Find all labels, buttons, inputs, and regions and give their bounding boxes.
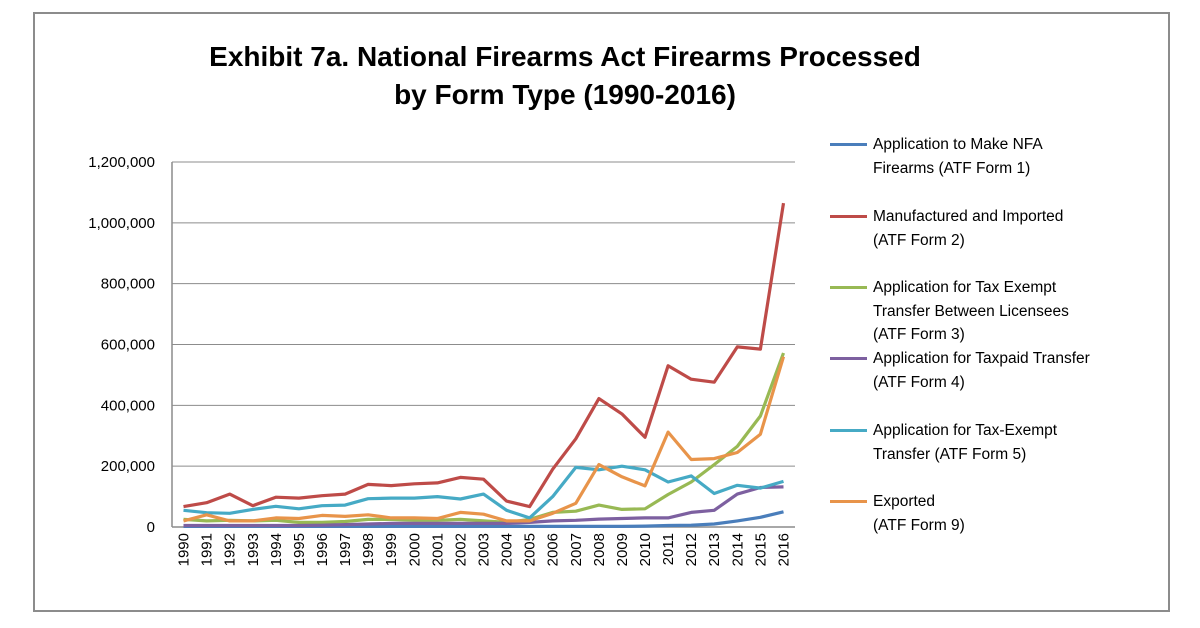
legend-label: Application to Make NFA Firearms (ATF Fo…	[873, 136, 1043, 177]
legend-swatch	[830, 357, 867, 360]
x-tick-label: 2014	[729, 533, 746, 566]
x-tick-label: 2004	[499, 533, 516, 566]
x-tick-label: 1993	[245, 533, 262, 566]
y-tick-label: 200,000	[101, 458, 155, 475]
series-line-2	[183, 352, 786, 525]
y-tick-label: 1,200,000	[88, 154, 155, 171]
chart-frame	[33, 12, 1170, 612]
legend-swatch	[830, 500, 867, 503]
x-tick-label: 1995	[291, 533, 308, 566]
x-tick-label: 1999	[383, 533, 400, 566]
x-tick-label: 1996	[314, 533, 331, 566]
x-tick-label: 2012	[683, 533, 700, 566]
legend-label: Application for Taxpaid Transfer (ATF Fo…	[873, 350, 1090, 391]
x-tick-label: 2003	[476, 533, 493, 566]
x-tick-label: 1997	[337, 533, 354, 566]
legend-label: Manufactured and Imported (ATF Form 2)	[873, 208, 1064, 249]
x-tick-label: 2016	[775, 533, 792, 566]
x-tick-label: 2005	[522, 533, 539, 566]
x-tick-label: 2010	[637, 533, 654, 566]
x-tick-label: 2001	[429, 533, 446, 566]
y-tick-label: 0	[147, 519, 155, 536]
x-tick-label: 1991	[199, 533, 216, 566]
series-line-4	[183, 464, 784, 520]
y-tick-label: 800,000	[101, 276, 155, 293]
legend-label: Application for Tax-Exempt Transfer (ATF…	[873, 422, 1058, 463]
x-tick-label: 2008	[591, 533, 608, 566]
x-tick-label: 2007	[568, 533, 585, 566]
legend-swatch	[830, 429, 867, 432]
series-line-1	[183, 202, 786, 509]
x-tick-label: 2013	[706, 533, 723, 566]
legend-label: Application for Tax Exempt Transfer Betw…	[873, 279, 1069, 343]
x-tick-label: 1990	[176, 533, 193, 566]
x-tick-label: 2006	[545, 533, 562, 566]
x-tick-label: 1998	[360, 533, 377, 566]
y-tick-label: 600,000	[101, 337, 155, 354]
y-tick-label: 1,000,000	[88, 215, 155, 232]
chart-title: Exhibit 7a. National Firearms Act Firear…	[209, 41, 921, 110]
series-line-5	[183, 356, 786, 523]
x-tick-label: 1992	[222, 533, 239, 566]
x-tick-label: 2000	[406, 533, 423, 566]
x-tick-label: 1994	[268, 533, 285, 566]
legend-label: Exported (ATF Form 9)	[873, 493, 965, 534]
legend-swatch	[830, 286, 867, 289]
legend-swatch	[830, 143, 867, 146]
series-line-3	[183, 485, 784, 528]
x-tick-label: 2009	[614, 533, 631, 566]
x-tick-label: 2011	[660, 533, 677, 565]
x-tick-label: 2002	[452, 533, 469, 566]
legend-swatch	[830, 215, 867, 218]
y-tick-label: 400,000	[101, 397, 155, 414]
x-tick-label: 2015	[752, 533, 769, 566]
